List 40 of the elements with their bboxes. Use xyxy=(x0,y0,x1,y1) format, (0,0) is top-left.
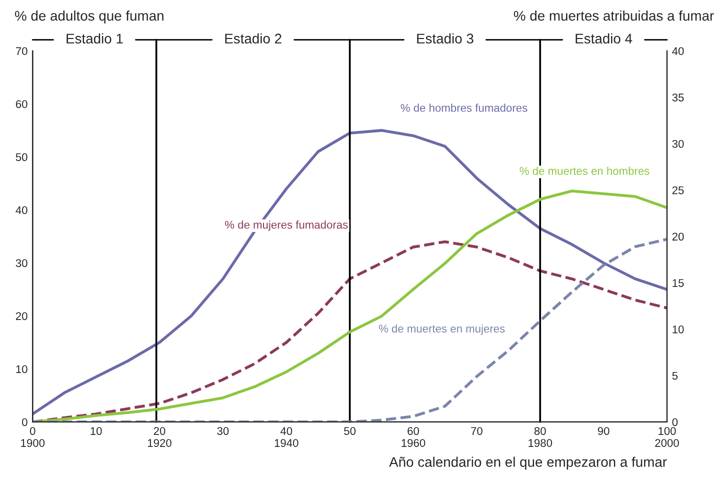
y-tick-label: 20 xyxy=(16,312,28,320)
y2-tick-label: 5 xyxy=(672,372,678,380)
y2-tick-label: 20 xyxy=(672,232,684,241)
x-tick-label: 50 xyxy=(344,427,356,435)
text: Estadio 3 xyxy=(417,33,474,44)
y2-tick-label: 40 xyxy=(672,47,684,56)
y2-tick-label: 15 xyxy=(672,279,684,287)
y2-tick-label: 25 xyxy=(672,186,684,194)
y2-tick-label: 35 xyxy=(672,94,684,102)
y-tick-label: 70 xyxy=(16,47,28,56)
y-axis-title: % de adultos que fuman xyxy=(14,10,164,24)
x-tick-label: 10 xyxy=(90,427,102,435)
line-series xyxy=(32,129,667,416)
x-tick-label: 60 1960 xyxy=(402,427,426,447)
y2-tick-label: 30 xyxy=(672,140,684,148)
x-tick-label: 80 1980 xyxy=(528,427,552,447)
y-tick-label: 30 xyxy=(16,259,28,268)
y-tick-label: 50 xyxy=(16,153,28,162)
x-tick-label: 40 1940 xyxy=(274,427,298,447)
x-tick-label: 90 xyxy=(598,427,610,435)
y-tick-label: 0 xyxy=(22,418,28,426)
series-label: % de hombres fumadores xyxy=(400,104,528,112)
x-tick-label: 70 xyxy=(471,427,482,435)
text: Estadio 4 xyxy=(576,33,632,44)
y2-axis-title: % de muertes atribuidas a fumar xyxy=(514,10,714,21)
y-tick-label: 60 xyxy=(16,100,28,108)
x-tick-label: 100 2000 xyxy=(655,427,679,447)
text: % de mujeres fumadoras xyxy=(225,220,348,231)
series-label: % de muertes en hombres xyxy=(520,166,650,175)
x-axis-title: Año calendario en el que empezaron a fumar xyxy=(389,456,667,470)
y-tick-label: 40 xyxy=(16,206,28,214)
text: Estadio 1 xyxy=(66,33,123,44)
y2-tick-label: 10 xyxy=(672,325,684,334)
x-tick-label: 0 1900 xyxy=(21,427,45,447)
x-tick-label: 20 1920 xyxy=(148,427,172,447)
x-tick-label: 30 xyxy=(217,427,229,435)
y2-tick-label: 0 xyxy=(672,418,678,426)
series-label: % de muertes en mujeres xyxy=(378,324,505,335)
y-tick-label: 10 xyxy=(16,365,28,374)
text: Estadio 2 xyxy=(225,33,282,44)
